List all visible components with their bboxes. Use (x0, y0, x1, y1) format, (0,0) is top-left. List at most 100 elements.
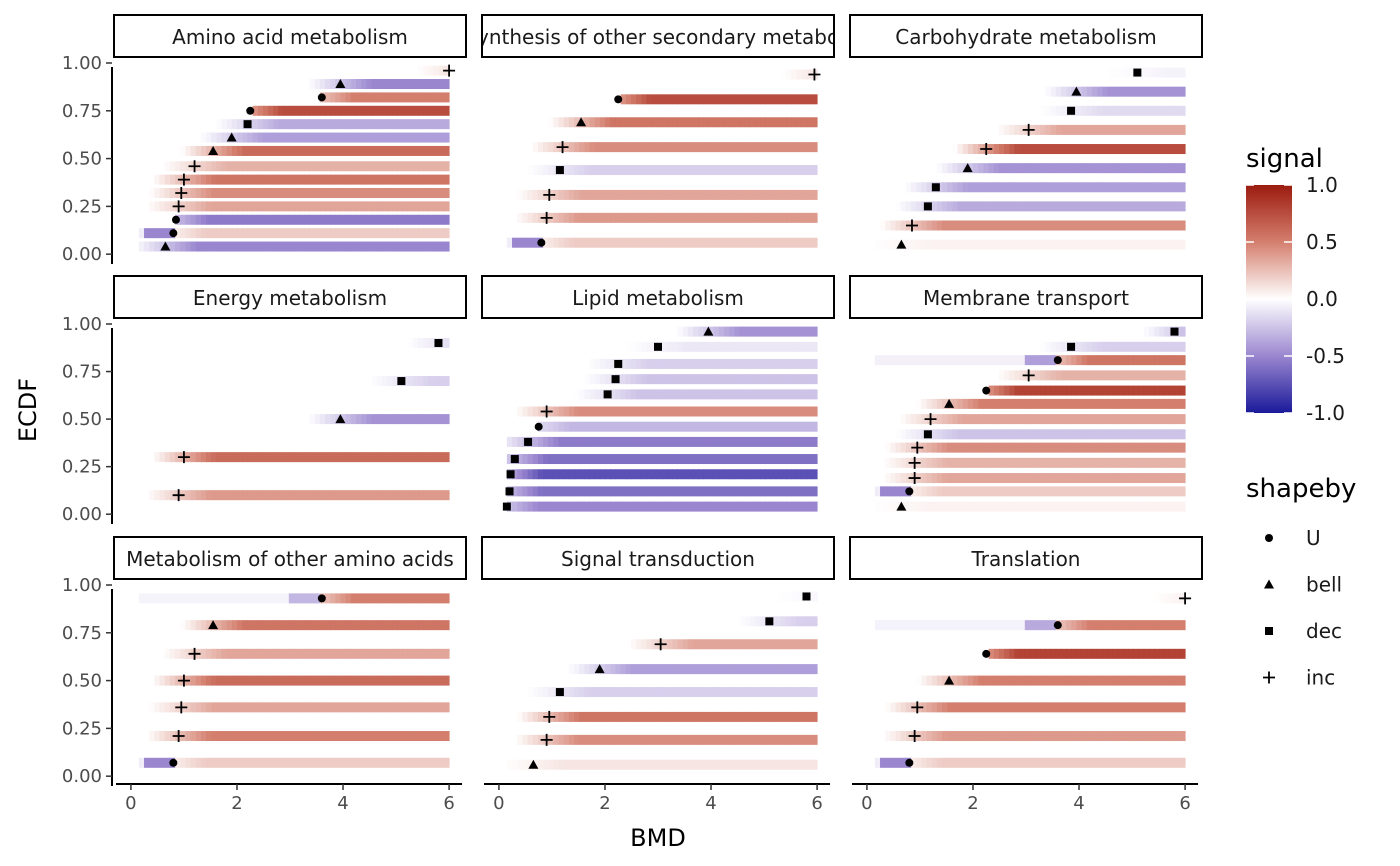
heat-tile (610, 454, 616, 465)
heat-tile (729, 664, 735, 675)
heat-tile (1174, 731, 1181, 742)
heat-tile (387, 414, 393, 425)
heat-tile (144, 132, 150, 143)
heat-tile (1117, 429, 1124, 440)
heat-tile (568, 616, 575, 627)
marker-bell (335, 79, 346, 89)
heat-tile (340, 79, 347, 90)
heat-tile (144, 338, 150, 349)
heat-tile (412, 174, 419, 185)
heat-tile (983, 429, 990, 440)
marker-bell (160, 241, 171, 251)
facet-strip (481, 275, 835, 319)
heat-tile (880, 355, 886, 366)
heat-tile (1107, 731, 1114, 742)
heat-tile (159, 105, 166, 116)
heat-tile (314, 79, 321, 90)
heat-tile (1004, 326, 1010, 337)
heat-tile (517, 406, 523, 417)
heat-tile (175, 338, 181, 349)
heat-tile (366, 241, 373, 252)
heat-tile (806, 212, 813, 223)
heat-tile (268, 214, 274, 225)
heat-tile (885, 182, 891, 193)
heat-tile (568, 341, 575, 352)
heat-tile (594, 341, 601, 352)
heat-tile (973, 429, 979, 440)
facet-panel: Carbohydrate metabolism (849, 14, 1203, 250)
heat-tile (796, 759, 803, 770)
heat-tile (594, 374, 601, 385)
heat-tile (770, 237, 777, 248)
heat-tile (584, 486, 591, 497)
heat-tile (387, 92, 393, 103)
heat-tile (625, 341, 632, 352)
heat-tile (770, 591, 777, 602)
heat-tile (911, 486, 917, 497)
heat-tile (625, 687, 632, 698)
heat-tile (885, 473, 891, 484)
heat-tile (890, 385, 897, 396)
heat-tile (506, 436, 513, 447)
heat-tile (895, 326, 902, 337)
heat-tile (1174, 341, 1181, 352)
heat-tile (180, 145, 186, 156)
heat-tile (890, 326, 897, 337)
heat-tile (1009, 398, 1015, 409)
heat-tile (744, 389, 751, 400)
heat-tile (568, 237, 575, 248)
heat-tile (443, 228, 450, 239)
heat-tile (641, 687, 647, 698)
heat-tile (947, 341, 953, 352)
heat-tile (905, 341, 912, 352)
heat-tile (1128, 457, 1134, 468)
heat-tile (345, 338, 352, 349)
heat-tile (1102, 370, 1109, 381)
heat-tile (221, 648, 228, 659)
heat-tile (1029, 414, 1036, 425)
heat-tile (703, 664, 710, 675)
heat-tile (615, 486, 622, 497)
heat-tile (610, 189, 616, 200)
heat-row (138, 145, 450, 156)
heat-tile (687, 469, 694, 480)
heat-tile (361, 92, 367, 103)
heat-tile (615, 389, 622, 400)
marker-dec (923, 202, 932, 211)
heat-tile (1055, 341, 1062, 352)
heat-tile (1045, 385, 1052, 396)
heat-tile (221, 188, 228, 198)
heat-tile (605, 759, 611, 770)
heat-tile (1050, 144, 1057, 155)
heat-tile (957, 326, 964, 337)
heat-tile (682, 436, 689, 447)
heat-tile (1061, 457, 1067, 468)
heat-tile (1143, 326, 1150, 337)
heat-tile (786, 687, 792, 698)
heat-tile (149, 731, 155, 742)
heat-tile (755, 117, 761, 128)
heat-tile (371, 174, 378, 185)
heat-tile (1004, 414, 1010, 425)
heat-tile (325, 174, 331, 185)
heat-tile (1081, 473, 1088, 484)
heat-tile (1179, 429, 1186, 440)
heat-tile (698, 389, 704, 400)
heat-tile (325, 201, 331, 212)
heat-tile (1143, 67, 1150, 78)
heat-row (138, 105, 450, 116)
heat-tile (325, 79, 331, 90)
heat-tile (392, 228, 398, 239)
heat-tile (952, 442, 959, 453)
heat-tile (159, 132, 166, 143)
heat-row (874, 105, 1186, 116)
heat-tile (144, 228, 150, 239)
heat-tile (345, 228, 352, 239)
facet-panels: Amino acid metabolism0.000.250.500.751.0… (62, 14, 1203, 814)
heat-tile (293, 119, 300, 130)
heat-tile (947, 86, 953, 97)
heat-tile (325, 145, 331, 156)
heat-tile (1040, 163, 1046, 174)
heat-tile (796, 711, 803, 722)
